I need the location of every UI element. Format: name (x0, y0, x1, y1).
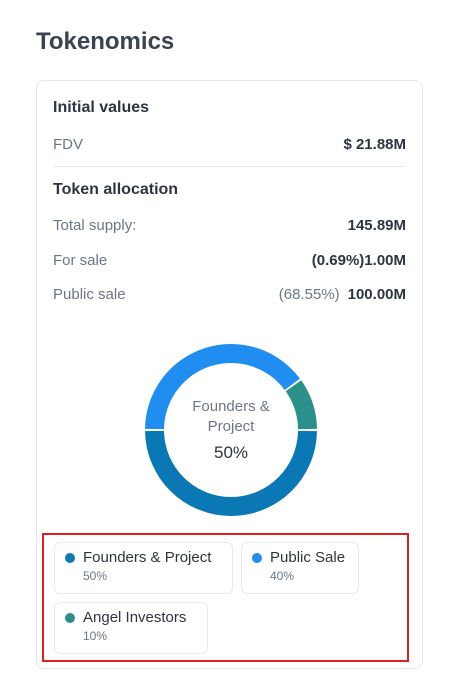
public-sale-row: Public sale (68.55%) 100.00M (53, 284, 406, 304)
initial-values-title: Initial values (53, 99, 150, 116)
donut-slice-angel-investors (285, 380, 317, 430)
page-title: Tokenomics (36, 28, 175, 55)
donut-svg (145, 344, 317, 517)
legend-item-founders[interactable]: Founders & Project 50% (54, 542, 233, 594)
for-sale-value: (0.69%)1.00M (311, 251, 406, 269)
public-sale-dot-icon (252, 552, 262, 563)
donut-center: Founders & Project 50% (144, 341, 318, 519)
allocation-donut-chart: Founders & Project 50% (144, 341, 318, 519)
public-sale-pct: (68.55%) (278, 285, 340, 303)
legend-label: Founders & Project (83, 549, 212, 566)
public-sale-value: 100.00M (347, 285, 406, 303)
divider (53, 166, 406, 167)
total-supply-label: Total supply: (53, 216, 137, 234)
founders-dot-icon (65, 552, 75, 563)
fdv-value: $ 21.88M (343, 135, 406, 153)
legend-pct: 40% (270, 569, 295, 583)
total-supply-value: 145.89M (347, 216, 406, 234)
donut-center-label: Founders & Project (192, 398, 270, 435)
legend-pct: 10% (83, 629, 108, 643)
legend-label: Public Sale (270, 549, 346, 566)
total-supply-row: Total supply: 145.89M (53, 215, 406, 235)
donut-slice-public-sale (145, 344, 300, 430)
token-allocation-title: Token allocation (53, 181, 179, 198)
fdv-row: FDV $ 21.88M (53, 134, 406, 154)
for-sale-label: For sale (53, 251, 108, 269)
legend-item-angel-investors[interactable]: Angel Investors 10% (54, 602, 208, 654)
public-sale-label: Public sale (53, 285, 126, 303)
for-sale-row: For sale (0.69%)1.00M (53, 250, 406, 270)
donut-center-pct: 50% (213, 443, 249, 462)
legend-pct: 50% (83, 569, 108, 583)
public-sale-value-group: (68.55%) 100.00M (279, 286, 406, 303)
donut-slice-founders-project (145, 430, 317, 517)
legend-highlight-box: Founders & Project 50% Public Sale 40% A… (42, 533, 409, 662)
fdv-label: FDV (53, 135, 83, 153)
legend-label: Angel Investors (83, 609, 187, 626)
angel-investors-dot-icon (65, 612, 75, 623)
legend-item-public-sale[interactable]: Public Sale 40% (241, 542, 359, 594)
